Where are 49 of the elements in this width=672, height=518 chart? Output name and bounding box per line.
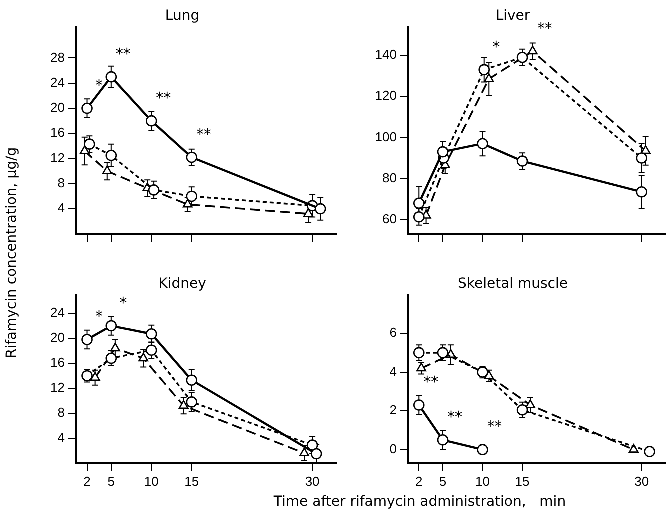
y-tick-label: 2 bbox=[390, 402, 397, 418]
y-tick-label: 8 bbox=[58, 176, 65, 190]
annotation: ** bbox=[196, 125, 212, 144]
y-tick-label: 24 bbox=[50, 305, 65, 320]
annotation: * bbox=[96, 76, 104, 94]
y-tick-label: 16 bbox=[50, 125, 65, 140]
annotation: ** bbox=[156, 88, 172, 107]
chart-title: Lung bbox=[165, 8, 200, 24]
y-tick-label: 12 bbox=[50, 380, 65, 396]
y-tick-label: 4 bbox=[58, 430, 65, 445]
x-tick-label: 2 bbox=[416, 474, 423, 489]
y-tick-label: 12 bbox=[50, 150, 65, 166]
annotation: ** bbox=[537, 19, 553, 38]
y-tick-label: 8 bbox=[58, 405, 65, 420]
y-tick-label: 16 bbox=[50, 355, 65, 370]
annotation: * bbox=[96, 308, 104, 326]
y-tick-label: 4 bbox=[58, 200, 65, 216]
x-tick-label: 10 bbox=[144, 474, 159, 489]
chart-title: Liver bbox=[496, 8, 530, 24]
annotation: ** bbox=[447, 408, 463, 426]
annotation: ** bbox=[424, 373, 440, 392]
y-tick-label: 140 bbox=[375, 47, 397, 62]
x-tick-label: 30 bbox=[305, 474, 320, 489]
y-tick-label: 4 bbox=[390, 364, 397, 379]
y-tick-label: 6 bbox=[390, 325, 397, 340]
y-axis-title: Rifamycin concentration, μg/g bbox=[4, 146, 20, 361]
y-tick-label: 20 bbox=[50, 330, 65, 346]
x-tick-label: 30 bbox=[634, 474, 650, 489]
x-tick-label: 5 bbox=[108, 474, 116, 489]
y-tick-label: 80 bbox=[382, 170, 397, 186]
y-tick-label: 28 bbox=[50, 50, 65, 65]
x-tick-label: 2 bbox=[84, 474, 91, 489]
y-tick-label: 20 bbox=[50, 100, 65, 116]
y-tick-label: 60 bbox=[382, 211, 397, 226]
y-tick-label: 100 bbox=[375, 129, 397, 144]
x-tick-label: 15 bbox=[184, 474, 200, 489]
y-tick-label: 0 bbox=[390, 441, 397, 456]
y-tick-label: 120 bbox=[375, 88, 397, 104]
x-tick-label: 5 bbox=[439, 474, 447, 489]
annotation: * bbox=[120, 294, 128, 312]
x-tick-label: 10 bbox=[476, 474, 490, 489]
x-tick-label: 15 bbox=[515, 474, 530, 489]
y-tick-label: 24 bbox=[50, 74, 65, 90]
annotation: ** bbox=[116, 44, 132, 63]
chart-title: Skeletal muscle bbox=[458, 276, 568, 292]
chart-title: Kidney bbox=[158, 276, 206, 292]
annotation: * bbox=[492, 38, 501, 56]
annotation: ** bbox=[487, 418, 503, 436]
x-axis-title: Time after rifamycin administration, min bbox=[272, 494, 568, 510]
